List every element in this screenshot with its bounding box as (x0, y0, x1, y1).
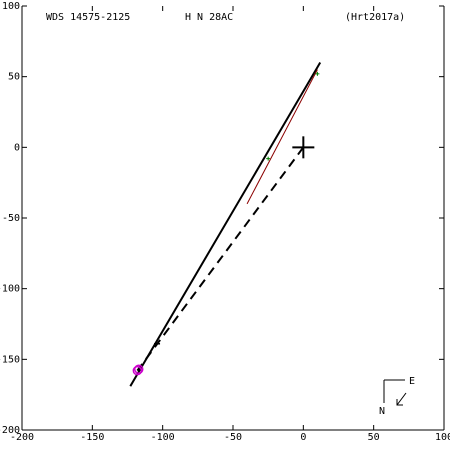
observation-point (132, 365, 143, 376)
orbit-line-overlay (246, 69, 318, 205)
x-tick-label: -150 (80, 432, 104, 443)
y-tick-label: -50 (2, 213, 20, 224)
y-tick-label: -100 (0, 284, 20, 295)
x-tick-label: -50 (224, 432, 242, 443)
reference: (Hrt2017a) (345, 12, 405, 23)
dashed-connector (136, 146, 305, 372)
y-tick-label: 0 (14, 142, 20, 153)
east-label: E (409, 376, 415, 387)
motion-arrow-head (396, 399, 403, 406)
observation-point (134, 364, 144, 374)
y-tick-label: -200 (0, 425, 20, 436)
x-tick-label: 0 (300, 432, 306, 443)
object-id: WDS 14575-2125 (46, 12, 130, 23)
y-tick-label: -150 (0, 354, 20, 365)
designation: H N 28AC (185, 12, 233, 23)
orbit-line (129, 62, 322, 387)
y-tick-label: 50 (8, 72, 20, 83)
x-tick-label: -200 (10, 432, 34, 443)
motion-arrow-shaft (396, 392, 407, 406)
north-label: N (379, 406, 385, 417)
plot-area (129, 62, 322, 387)
x-tick-label: 50 (368, 432, 380, 443)
orientation-indicator: E N (379, 376, 415, 417)
y-tick-label: 100 (2, 1, 20, 12)
x-tick-label: 100 (435, 432, 450, 443)
x-tick-label: -100 (151, 432, 175, 443)
